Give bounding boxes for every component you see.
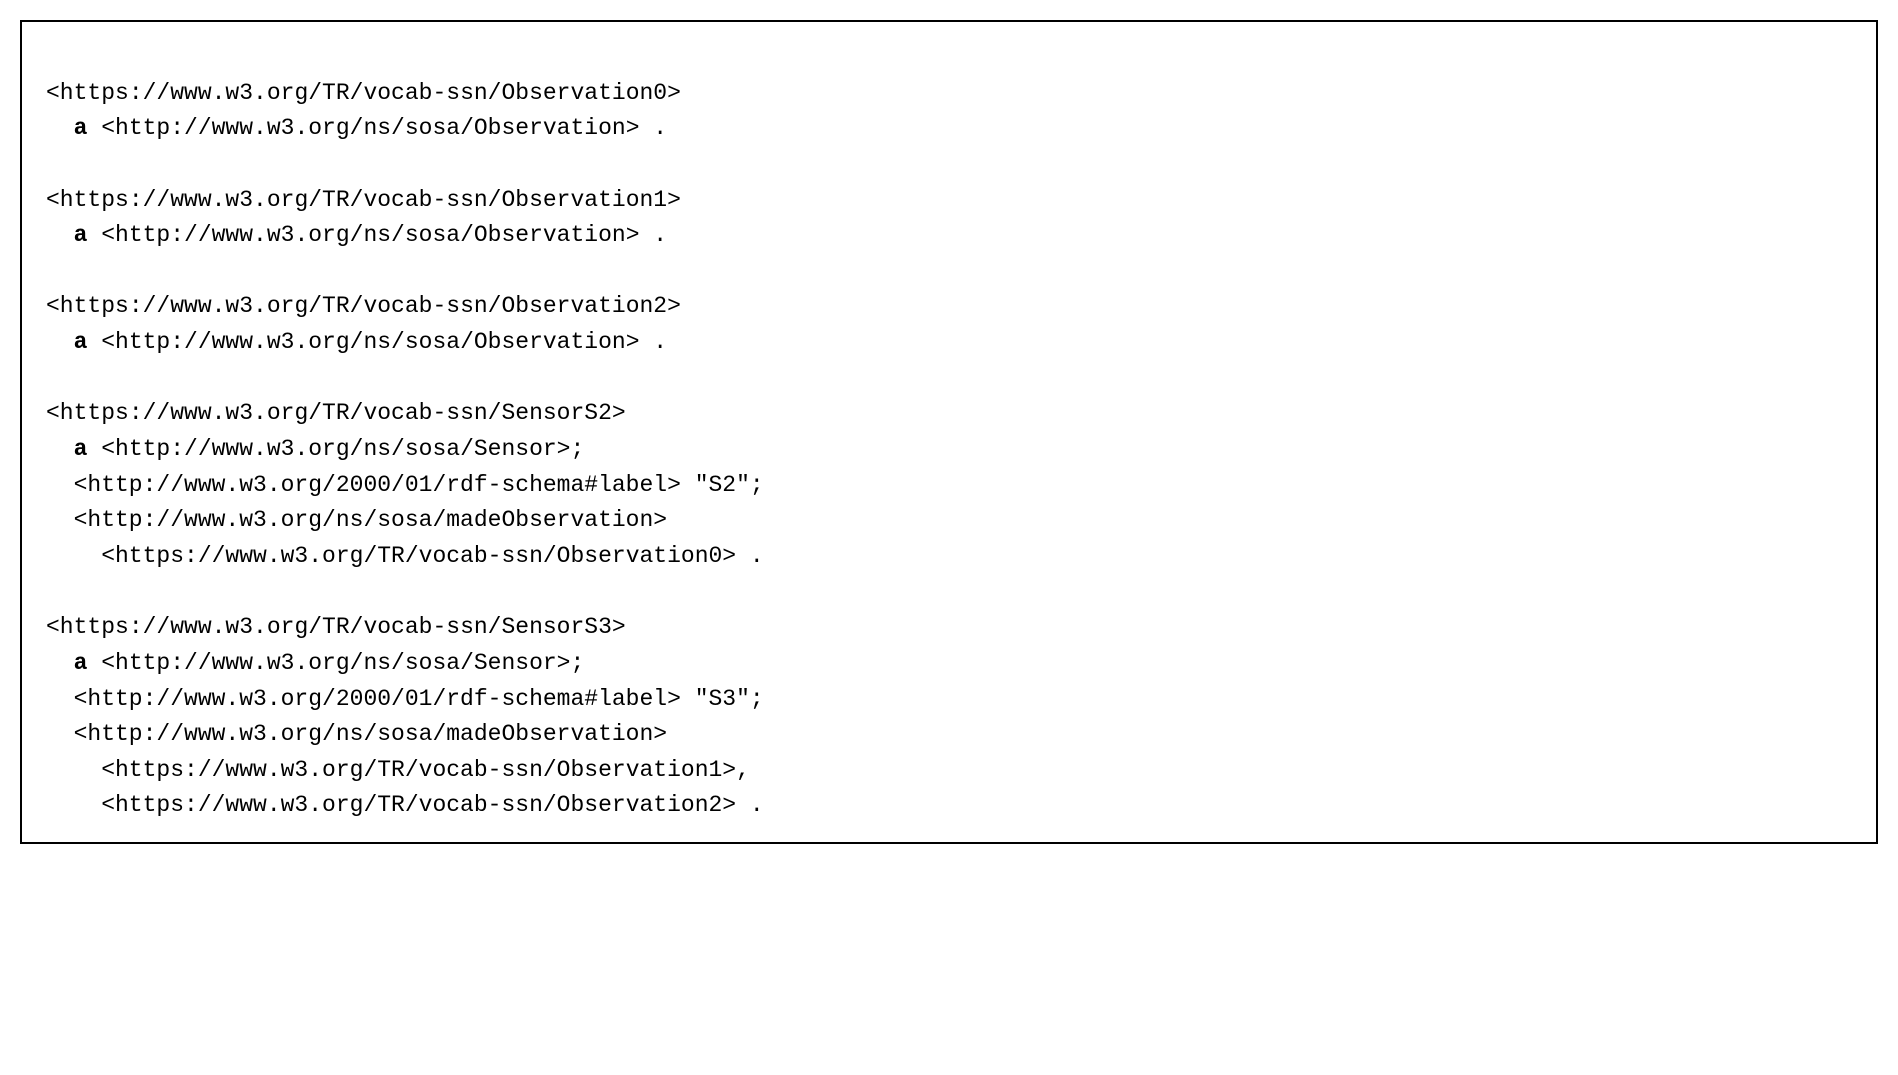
- obs0-type: <http://www.w3.org/ns/sosa/Observation> …: [87, 115, 667, 141]
- obs1-a-keyword: a: [74, 222, 88, 248]
- s2-madeobs: <http://www.w3.org/ns/sosa/madeObservati…: [74, 507, 668, 533]
- s3-label: <http://www.w3.org/2000/01/rdf-schema#la…: [74, 686, 764, 712]
- s3-type: <http://www.w3.org/ns/sosa/Sensor>;: [87, 650, 584, 676]
- s3-subject: <https://www.w3.org/TR/vocab-ssn/SensorS…: [46, 614, 626, 640]
- s3-obs-value1: <https://www.w3.org/TR/vocab-ssn/Observa…: [101, 757, 750, 783]
- obs2-a-keyword: a: [74, 329, 88, 355]
- obs1-subject: <https://www.w3.org/TR/vocab-ssn/Observa…: [46, 187, 681, 213]
- obs2-type: <http://www.w3.org/ns/sosa/Observation> …: [87, 329, 667, 355]
- s2-a-keyword: a: [74, 436, 88, 462]
- obs1-type: <http://www.w3.org/ns/sosa/Observation> …: [87, 222, 667, 248]
- s2-obs-value: <https://www.w3.org/TR/vocab-ssn/Observa…: [101, 543, 764, 569]
- obs0-a-keyword: a: [74, 115, 88, 141]
- s2-subject: <https://www.w3.org/TR/vocab-ssn/SensorS…: [46, 400, 626, 426]
- obs0-subject: <https://www.w3.org/TR/vocab-ssn/Observa…: [46, 80, 681, 106]
- s3-madeobs: <http://www.w3.org/ns/sosa/madeObservati…: [74, 721, 668, 747]
- s3-obs-value2: <https://www.w3.org/TR/vocab-ssn/Observa…: [101, 792, 764, 818]
- s3-a-keyword: a: [74, 650, 88, 676]
- rdf-code-block: <https://www.w3.org/TR/vocab-ssn/Observa…: [20, 20, 1878, 844]
- s2-type: <http://www.w3.org/ns/sosa/Sensor>;: [87, 436, 584, 462]
- obs2-subject: <https://www.w3.org/TR/vocab-ssn/Observa…: [46, 293, 681, 319]
- s2-label: <http://www.w3.org/2000/01/rdf-schema#la…: [74, 472, 764, 498]
